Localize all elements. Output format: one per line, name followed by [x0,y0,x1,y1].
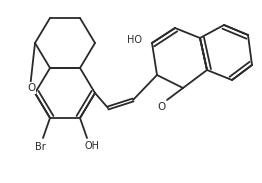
Text: OH: OH [85,141,100,151]
Text: O: O [27,83,35,93]
Text: O: O [158,102,166,112]
Text: HO: HO [127,35,141,45]
Text: Br: Br [35,142,45,152]
